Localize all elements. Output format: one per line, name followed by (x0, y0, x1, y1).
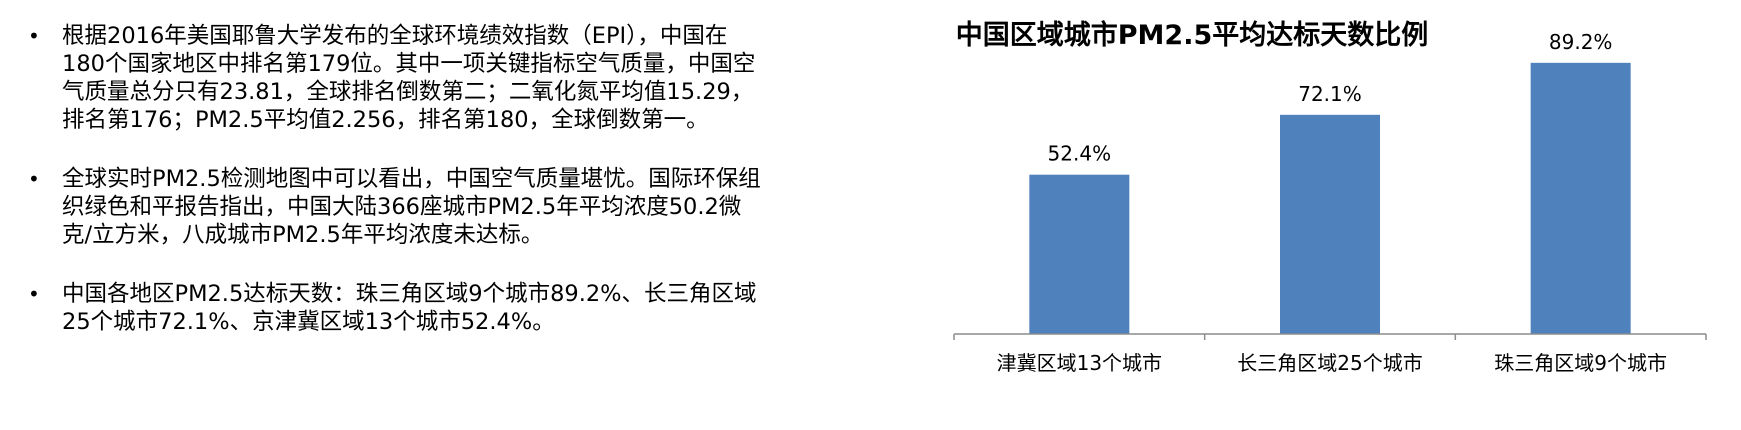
category-label: 长三角区域25个城市 (1237, 351, 1422, 375)
labels-layer: 52.4% 津冀区域13个城市 72.1% 长三角区域25个城市 89.2% 珠三角区域9… (997, 30, 1667, 375)
bars-layer (1029, 62, 1631, 334)
bar (1280, 114, 1380, 334)
bullet-symbol: • (28, 167, 40, 191)
bar (1530, 62, 1631, 334)
bar (1029, 174, 1130, 334)
category-label: 珠三角区域9个城市 (1494, 351, 1667, 375)
bullet-symbol: • (28, 282, 40, 306)
bullet-list: • 根据2016年美国耶鲁大学发布的全球环境绩效指数（EPI），中国在180个国… (28, 22, 768, 367)
data-label: 89.2% (1549, 30, 1613, 54)
data-label: 72.1% (1298, 82, 1362, 106)
ticks-layer (953, 334, 1707, 340)
bullet-symbol: • (28, 24, 40, 48)
bullet-item: • 中国各地区PM2.5达标天数：珠三角区域9个城市89.2%、长三角区域25个… (28, 280, 768, 336)
bullet-text: 根据2016年美国耶鲁大学发布的全球环境绩效指数（EPI），中国在180个国家地… (62, 23, 756, 133)
category-label: 津冀区域13个城市 (997, 351, 1162, 375)
bullet-text: 中国各地区PM2.5达标天数：珠三角区域9个城市89.2%、长三角区域25个城市… (62, 281, 757, 335)
chart-title: 中国区域城市PM2.5平均达标天数比例 (956, 19, 1429, 51)
data-label: 52.4% (1048, 142, 1112, 166)
bullet-item: • 根据2016年美国耶鲁大学发布的全球环境绩效指数（EPI），中国在180个国… (28, 22, 768, 134)
bullet-item: • 全球实时PM2.5检测地图中可以看出，中国空气质量堪忧。国际环保组织绿色和平… (28, 165, 768, 249)
bullet-text: 全球实时PM2.5检测地图中可以看出，中国空气质量堪忧。国际环保组织绿色和平报告… (62, 166, 761, 248)
